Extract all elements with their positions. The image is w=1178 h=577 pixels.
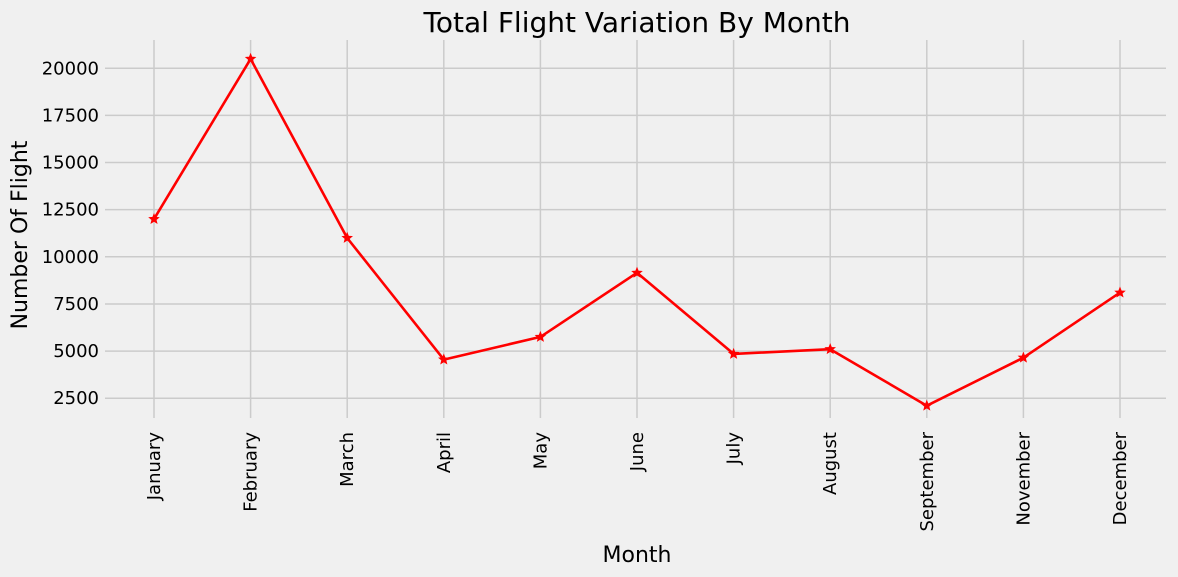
y-tick-label: 2500 xyxy=(53,388,99,409)
y-tick-label: 12500 xyxy=(42,200,99,221)
series-markers xyxy=(148,52,1126,411)
x-axis-title: Month xyxy=(603,543,672,568)
data-point-marker xyxy=(438,353,450,365)
x-tick-label: May xyxy=(530,432,551,470)
y-tick-label: 15000 xyxy=(42,153,99,174)
x-tick-label: April xyxy=(434,432,455,473)
y-tick-label: 7500 xyxy=(53,294,99,315)
x-tick-label: December xyxy=(1110,431,1131,525)
chart-title: Total Flight Variation By Month xyxy=(423,6,851,39)
data-point-marker xyxy=(824,343,836,355)
y-tick-label: 20000 xyxy=(42,58,99,79)
data-point-marker xyxy=(921,399,933,411)
data-point-marker xyxy=(727,347,740,359)
y-axis-title: Number Of Flight xyxy=(8,140,33,329)
x-tick-label: March xyxy=(337,432,358,487)
x-axis-ticks: January February March April May June July Augu… xyxy=(144,431,1131,531)
data-point-marker xyxy=(1114,286,1126,298)
data-point-marker xyxy=(534,330,547,342)
x-tick-label: January xyxy=(144,432,165,502)
y-tick-label: 10000 xyxy=(42,247,99,268)
x-tick-label: August xyxy=(820,432,841,495)
data-point-marker xyxy=(1017,351,1030,363)
y-tick-label: 5000 xyxy=(53,341,99,362)
data-point-marker xyxy=(631,266,643,278)
data-point-marker xyxy=(148,213,160,225)
y-axis-ticks: 2500 5000 7500 10000 12500 15000 17500 20000 xyxy=(42,58,99,409)
data-point-marker xyxy=(244,52,257,64)
data-point-marker xyxy=(341,231,353,243)
x-tick-label: November xyxy=(1013,431,1034,525)
x-tick-label: June xyxy=(627,432,648,472)
x-tick-label: February xyxy=(241,432,262,512)
grid xyxy=(105,40,1166,418)
y-tick-label: 17500 xyxy=(42,105,99,126)
x-tick-label: July xyxy=(724,432,745,466)
x-tick-label: September xyxy=(917,431,938,531)
